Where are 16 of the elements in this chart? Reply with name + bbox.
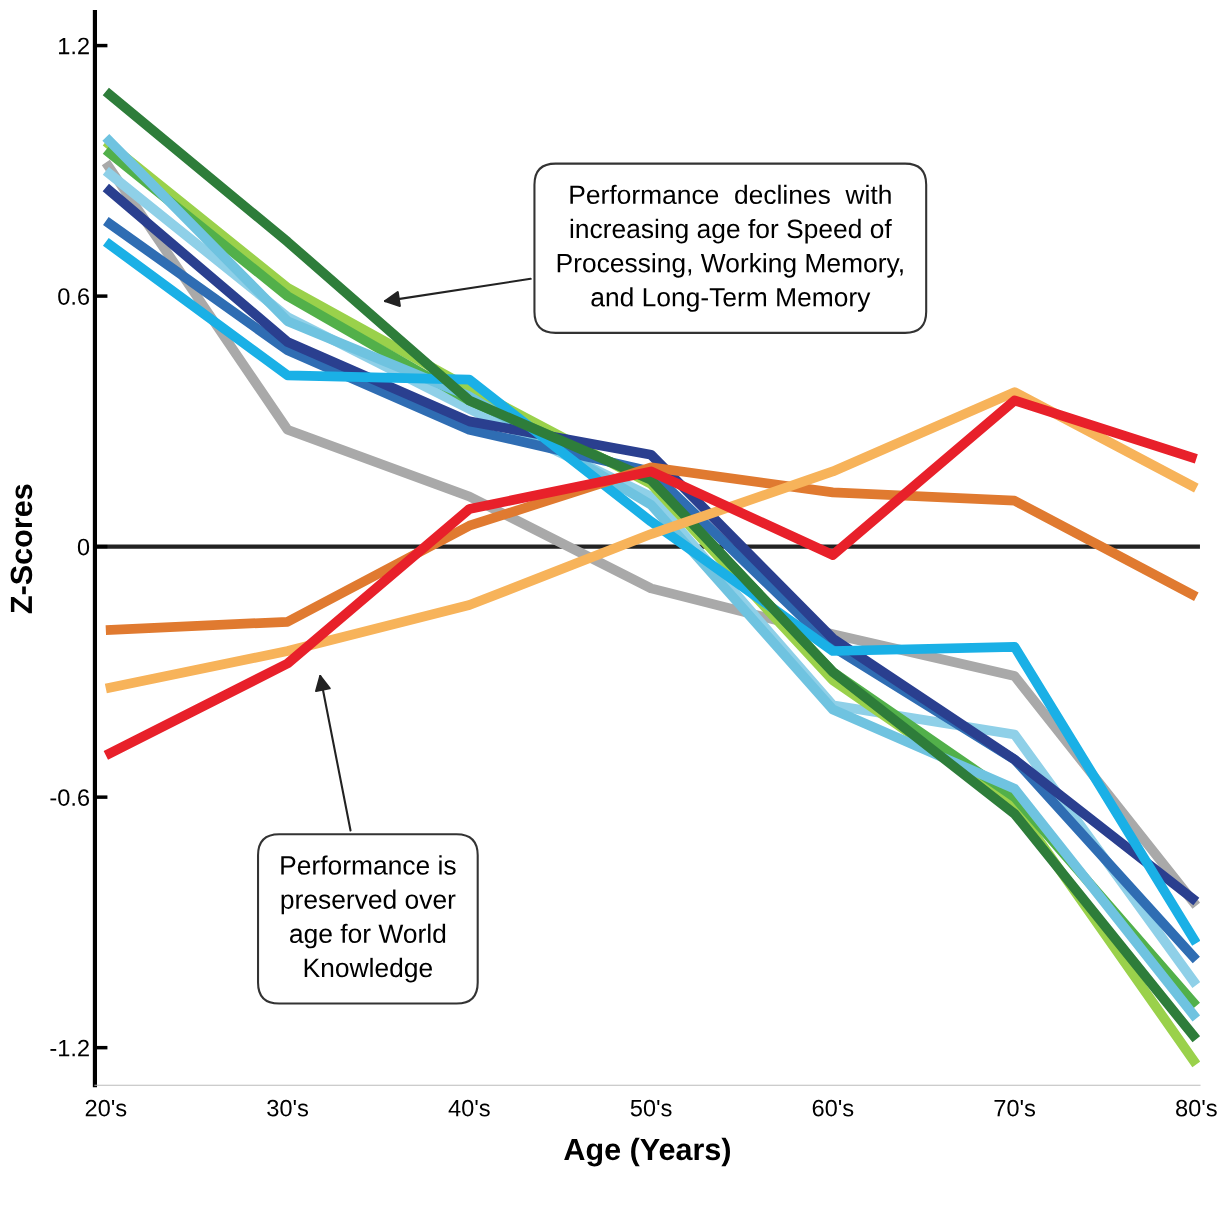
y-tick-label: 0 (77, 538, 90, 556)
x-tick-label: 60's (812, 1099, 854, 1117)
x-tick-label: 50's (630, 1099, 672, 1117)
y-axis-title: Z-Scores (10, 484, 33, 614)
x-tick-label: 30's (267, 1099, 309, 1117)
y-tick-label: 1.2 (59, 37, 89, 55)
x-tick-label: 80's (1176, 1099, 1217, 1117)
x-tick-label: 20's (85, 1099, 127, 1117)
x-axis-title: Age (Years) (564, 1137, 730, 1167)
annotation: Performance is preserved over age for World Knowledge (281, 855, 456, 983)
y-tick-label: -1.2 (50, 1039, 89, 1057)
x-tick-label: 40's (448, 1099, 490, 1117)
y-tick-label: 0.6 (58, 288, 90, 305)
y-tick-label: -0.6 (50, 789, 90, 806)
annotation: Performance declines with increasing age for Speed of Processing, Working Memory, and Long-Term Memory (557, 184, 903, 312)
x-tick-label: 70's (994, 1099, 1036, 1117)
